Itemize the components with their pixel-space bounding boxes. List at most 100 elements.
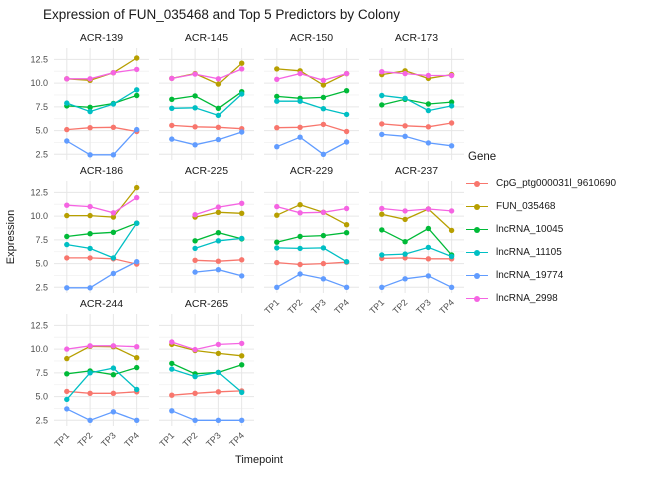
data-point <box>192 257 198 263</box>
x-axis-tick-label: TP3 <box>309 297 328 316</box>
series-line <box>66 222 137 238</box>
data-point <box>343 205 350 212</box>
data-point <box>87 76 93 82</box>
data-point <box>448 72 455 79</box>
data-point <box>87 343 93 349</box>
data-point <box>274 259 280 266</box>
series-line <box>381 98 452 106</box>
data-point <box>64 76 70 82</box>
data-point <box>215 258 222 264</box>
data-point <box>425 124 432 130</box>
data-point <box>425 107 432 114</box>
x-axis-tick-label: TP1 <box>367 297 386 316</box>
data-point <box>215 124 222 130</box>
series-line <box>171 343 242 357</box>
data-point <box>134 364 140 371</box>
series-line <box>276 261 347 266</box>
data-point <box>215 81 222 87</box>
data-point <box>192 105 198 111</box>
data-point <box>239 340 245 347</box>
legend-item: lncRNA_10045 <box>466 218 616 241</box>
facet-strip-label: ACR-150 <box>290 32 333 44</box>
x-axis-tick-label: TP2 <box>286 297 305 316</box>
data-point <box>110 343 117 349</box>
data-point <box>215 417 222 423</box>
x-axis-tick-label: TP3 <box>414 297 433 316</box>
facet-strip-label: ACR-244 <box>80 298 123 310</box>
data-point <box>343 222 350 228</box>
data-point <box>87 285 93 291</box>
data-point <box>64 388 70 395</box>
legend-item-label: lncRNA_11105 <box>496 247 562 258</box>
legend-item-label: lncRNA_2998 <box>496 293 558 304</box>
data-point <box>239 389 245 395</box>
data-point <box>110 409 117 415</box>
data-point <box>169 105 175 112</box>
data-point <box>215 389 222 395</box>
data-point <box>239 353 245 359</box>
data-point <box>134 220 140 226</box>
data-point <box>239 60 245 66</box>
data-point <box>64 202 70 208</box>
legend-title: Gene <box>468 151 497 163</box>
data-point <box>64 355 70 362</box>
legend-item: FUN_035468 <box>466 195 616 218</box>
data-point <box>215 76 222 82</box>
series-line <box>381 275 452 288</box>
data-point <box>169 392 175 398</box>
data-point <box>64 100 70 106</box>
data-point <box>320 260 327 267</box>
y-axis-tick-label: 10.0 <box>30 344 48 354</box>
facet-strip-label: ACR-139 <box>80 32 123 44</box>
y-axis-tick-label: 12.5 <box>30 187 48 197</box>
data-point <box>64 233 70 240</box>
data-point <box>192 124 198 130</box>
data-point <box>274 239 280 245</box>
legend-item: lncRNA_11105 <box>466 241 616 264</box>
facet-strip-label: ACR-186 <box>80 165 123 177</box>
series-line <box>276 232 347 243</box>
data-point <box>169 366 175 372</box>
legend-key-icon <box>466 179 488 189</box>
data-point <box>379 205 385 212</box>
data-point <box>320 106 327 112</box>
series-line <box>66 345 137 350</box>
data-point <box>192 212 198 218</box>
series-line <box>381 133 452 147</box>
data-point <box>192 373 198 380</box>
data-point <box>402 123 408 129</box>
series-line <box>66 89 138 113</box>
data-point <box>87 390 93 396</box>
data-point <box>274 203 280 210</box>
data-point <box>169 122 175 129</box>
page-title: Expression of FUN_035468 and Top 5 Predi… <box>43 7 400 22</box>
data-point <box>134 66 140 73</box>
series-line <box>276 123 347 133</box>
series-line <box>381 71 452 77</box>
series-line <box>66 408 137 422</box>
data-point <box>134 55 140 61</box>
series-line <box>171 91 243 110</box>
x-axis-tick-label: TP2 <box>391 297 410 316</box>
data-point <box>134 194 140 201</box>
data-point <box>87 203 93 210</box>
series-line <box>66 129 138 156</box>
data-point <box>87 125 93 131</box>
data-point <box>425 140 432 146</box>
data-point <box>134 417 140 423</box>
data-point <box>320 77 327 84</box>
x-axis-tick-label: TP1 <box>157 430 176 449</box>
data-point <box>239 362 245 368</box>
y-axis-tick-label: 12.5 <box>30 54 48 64</box>
data-point <box>320 209 327 215</box>
data-point <box>134 355 140 361</box>
legend-key-icon <box>466 202 488 212</box>
data-point <box>192 245 198 252</box>
y-axis-tick-label: 5.0 <box>35 392 48 402</box>
data-point <box>64 406 70 412</box>
data-point <box>110 372 117 378</box>
data-point <box>239 210 245 216</box>
data-point <box>134 344 140 350</box>
data-point <box>343 111 350 118</box>
